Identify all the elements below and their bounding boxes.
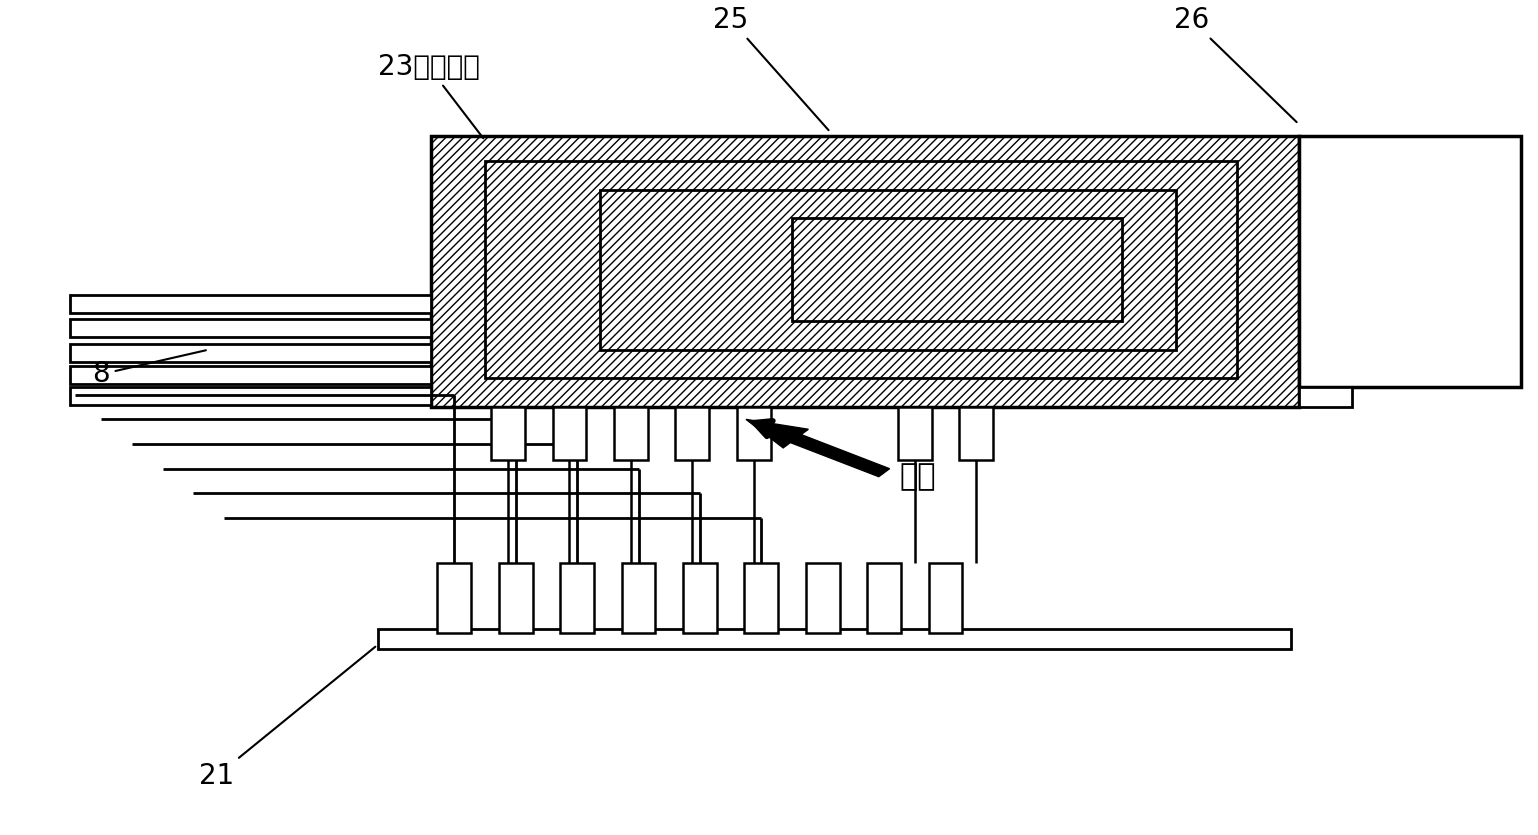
- Text: 23（背面）: 23（背面）: [377, 53, 483, 139]
- Text: 21: 21: [198, 646, 375, 790]
- Bar: [929, 563, 963, 633]
- Bar: [792, 219, 1123, 321]
- Bar: [71, 344, 431, 362]
- Bar: [806, 563, 840, 633]
- Text: 焊接: 焊接: [900, 463, 937, 491]
- Bar: [437, 563, 471, 633]
- Bar: [960, 407, 994, 460]
- Bar: [621, 563, 655, 633]
- Bar: [867, 563, 901, 633]
- FancyArrow shape: [746, 419, 889, 477]
- Bar: [484, 161, 1237, 378]
- Bar: [71, 366, 431, 384]
- Bar: [498, 563, 532, 633]
- Bar: [491, 407, 524, 460]
- Bar: [71, 295, 431, 313]
- Text: 8: 8: [92, 350, 206, 388]
- Bar: [560, 563, 594, 633]
- Bar: [1298, 136, 1521, 387]
- Text: 26: 26: [1173, 6, 1297, 122]
- Bar: [683, 563, 717, 633]
- Bar: [737, 407, 771, 460]
- Bar: [675, 407, 709, 460]
- Bar: [1298, 387, 1352, 407]
- Bar: [71, 387, 431, 406]
- Bar: [431, 136, 1298, 407]
- Bar: [614, 407, 647, 460]
- Bar: [600, 190, 1177, 350]
- Bar: [71, 319, 431, 337]
- Text: 25: 25: [714, 6, 829, 130]
- Bar: [377, 629, 1290, 649]
- Bar: [898, 407, 932, 460]
- Bar: [552, 407, 586, 460]
- Bar: [744, 563, 778, 633]
